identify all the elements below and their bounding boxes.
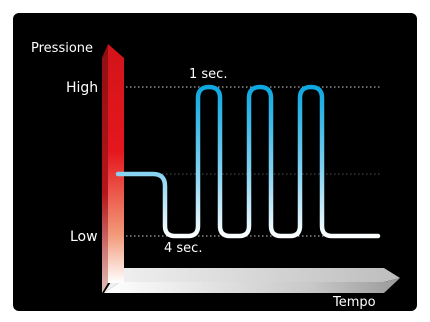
pressure-axis-label: Pressione [31, 41, 93, 56]
low-level-label: Low [70, 229, 98, 245]
time-axis-label: Tempo [332, 295, 376, 310]
time-axis-bar [104, 278, 400, 293]
pressure-axis-bar-side [102, 44, 108, 293]
pressure-axis-bar [108, 44, 124, 283]
pressure-waveform [115, 84, 381, 239]
interval-duration-label: 4 sec. [164, 241, 202, 256]
high-level-label: High [66, 80, 98, 96]
panel-background [13, 13, 417, 311]
pulse-duration-label: 1 sec. [189, 67, 227, 82]
time-axis-bar-top [104, 268, 400, 293]
